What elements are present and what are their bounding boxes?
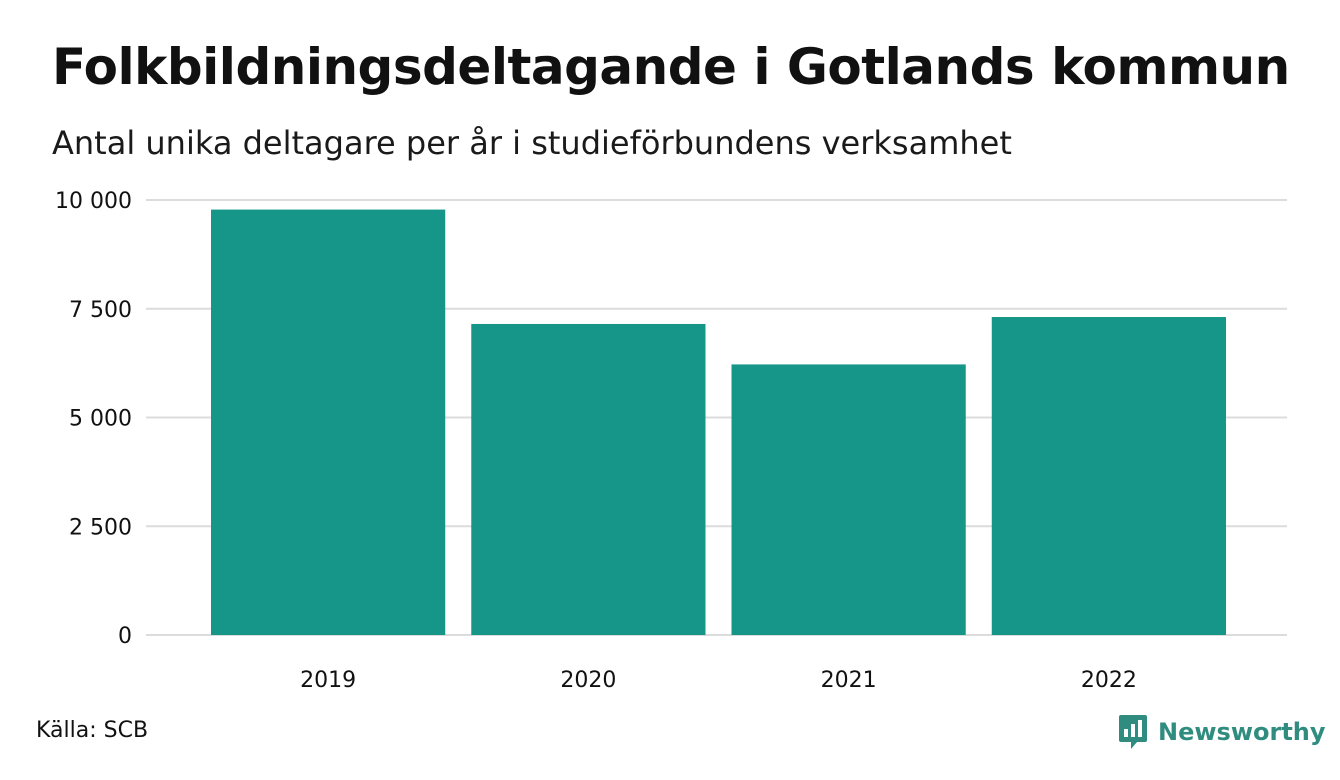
bar-2021 (731, 364, 966, 635)
y-tick-label: 2 500 (69, 515, 132, 540)
source-note: Källa: SCB (36, 718, 149, 743)
newsworthy-logo-icon (1119, 715, 1147, 749)
bar-2020 (471, 323, 706, 635)
x-tick-label: 2020 (560, 668, 616, 693)
x-axis-ticks: 2019 2020 2021 2022 (300, 668, 1137, 693)
bars (211, 209, 1226, 635)
chart-subtitle: Antal unika deltagare per år i studieför… (52, 124, 1012, 162)
x-tick-label: 2022 (1081, 668, 1137, 693)
chart-title: Folkbildningsdeltagande i Gotlands kommu… (52, 38, 1290, 96)
newsworthy-logo: Newsworthy (1118, 712, 1326, 752)
y-tick-label: 5 000 (69, 407, 132, 432)
x-tick-label: 2021 (821, 668, 877, 693)
y-tick-label: 0 (118, 624, 132, 649)
bar-2019 (211, 209, 446, 635)
y-tick-label: 7 500 (69, 298, 132, 323)
newsworthy-logo-text: Newsworthy (1158, 718, 1326, 746)
bar-2022 (991, 317, 1226, 635)
x-tick-label: 2019 (300, 668, 356, 693)
y-axis-ticks: 0 2 500 5 000 7 500 10 000 (55, 189, 132, 649)
y-tick-label: 10 000 (55, 189, 132, 214)
